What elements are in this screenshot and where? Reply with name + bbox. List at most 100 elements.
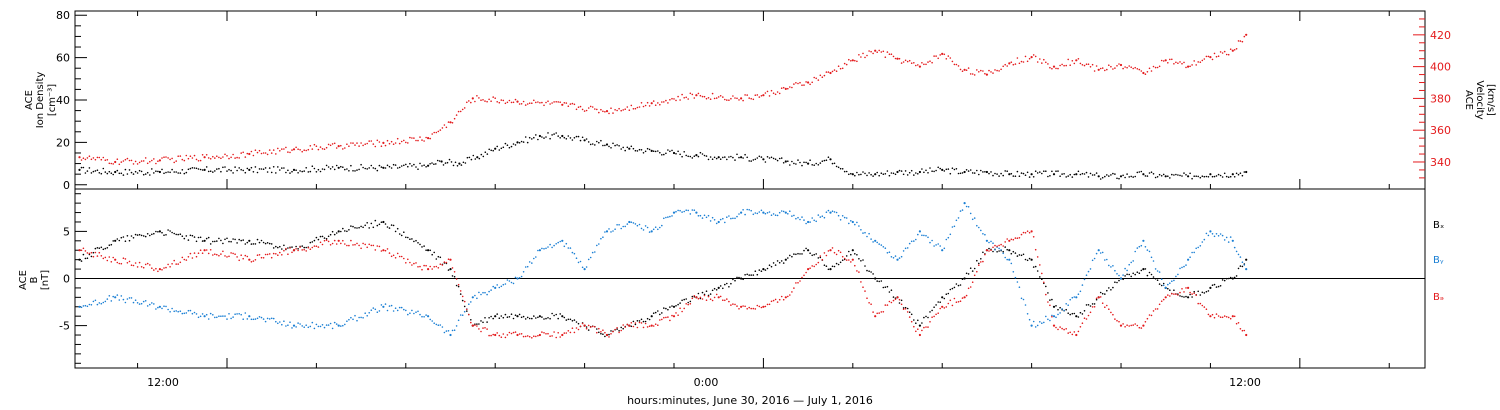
- scatter-texture: [541, 101, 543, 104]
- scatter-texture: [1134, 66, 1136, 69]
- scatter-texture: [1122, 174, 1124, 177]
- scatter-texture: [268, 149, 271, 151]
- scatter-texture: [646, 326, 649, 328]
- scatter-texture: [244, 171, 247, 174]
- scatter-texture: [1036, 172, 1039, 174]
- scatter-texture: [1207, 313, 1210, 316]
- scatter-texture: [1160, 59, 1163, 62]
- scatter-texture: [157, 160, 159, 162]
- scatter-texture: [447, 121, 450, 123]
- scatter-texture: [413, 137, 415, 139]
- scatter-texture: [216, 316, 218, 319]
- scatter-texture: [543, 137, 545, 139]
- scatter-texture: [862, 259, 864, 261]
- scatter-texture: [498, 317, 501, 320]
- scatter-texture: [447, 330, 450, 332]
- scatter-texture: [703, 293, 706, 296]
- scatter-texture: [421, 165, 423, 167]
- scatter-texture: [484, 291, 486, 294]
- scatter-texture: [106, 298, 109, 300]
- scatter-texture: [368, 167, 371, 169]
- scatter-texture: [722, 299, 724, 302]
- data-point: [896, 296, 899, 299]
- scatter-texture: [884, 56, 887, 58]
- scatter-texture: [526, 316, 529, 319]
- scatter-texture: [364, 143, 367, 145]
- data-point: [985, 73, 989, 76]
- scatter-texture: [1181, 266, 1183, 269]
- scatter-texture: [996, 69, 998, 72]
- scatter-texture: [429, 249, 432, 252]
- bottom-tick-label: 0: [63, 273, 70, 286]
- scatter-texture: [994, 172, 996, 175]
- scatter-texture: [407, 313, 409, 316]
- scatter-texture: [971, 73, 974, 75]
- scatter-texture: [1020, 233, 1023, 236]
- scatter-texture: [1136, 271, 1139, 274]
- scatter-texture: [573, 319, 576, 321]
- scatter-texture: [415, 166, 417, 168]
- data-point: [1187, 286, 1190, 289]
- scatter-texture: [1207, 234, 1210, 237]
- scatter-texture: [1148, 314, 1151, 316]
- scatter-texture: [748, 306, 750, 309]
- scatter-texture: [199, 236, 202, 239]
- scatter-texture: [882, 311, 885, 313]
- scatter-texture: [396, 137, 399, 140]
- scatter-texture: [864, 290, 866, 292]
- scatter-texture: [1112, 68, 1114, 70]
- scatter-texture: [155, 170, 157, 172]
- data-point: [762, 305, 765, 308]
- scatter-texture: [104, 159, 107, 161]
- scatter-texture: [697, 155, 700, 158]
- scatter-texture: [1095, 65, 1098, 67]
- data-point: [851, 249, 854, 252]
- scatter-texture: [819, 162, 822, 164]
- scatter-texture: [1081, 322, 1084, 325]
- scatter-texture: [1059, 175, 1061, 177]
- scatter-texture: [1124, 66, 1126, 68]
- scatter-texture: [146, 162, 149, 165]
- scatter-texture: [559, 101, 561, 103]
- scatter-texture: [307, 171, 310, 173]
- scatter-texture: [413, 240, 415, 243]
- scatter-texture: [736, 153, 738, 156]
- scatter-texture: [902, 61, 905, 63]
- scatter-texture: [671, 314, 673, 317]
- data-point: [1142, 239, 1145, 242]
- scatter-texture: [1091, 174, 1094, 176]
- scatter-texture: [1227, 316, 1230, 319]
- data-point: [1052, 324, 1056, 327]
- data-point: [114, 160, 117, 164]
- bottom-panel-marks: [78, 202, 1248, 339]
- scatter-texture: [1132, 324, 1134, 326]
- scatter-texture: [551, 335, 553, 337]
- scatter-texture: [579, 139, 582, 142]
- scatter-texture: [746, 156, 748, 159]
- scatter-texture: [537, 316, 539, 319]
- scatter-texture: [494, 97, 497, 99]
- scatter-texture: [275, 153, 277, 155]
- scatter-texture: [976, 69, 978, 71]
- scatter-texture: [405, 262, 407, 264]
- scatter-texture: [277, 254, 279, 256]
- scatter-texture: [1154, 66, 1157, 69]
- scatter-texture: [407, 165, 409, 168]
- scatter-texture: [329, 322, 332, 325]
- scatter-texture: [297, 248, 299, 250]
- scatter-texture: [98, 156, 101, 159]
- scatter-texture: [214, 157, 216, 159]
- scatter-texture: [518, 277, 521, 279]
- scatter-texture: [677, 303, 679, 306]
- scatter-texture: [939, 167, 941, 170]
- scatter-texture: [386, 226, 389, 228]
- scatter-texture: [1167, 294, 1169, 296]
- scatter-texture: [510, 332, 513, 335]
- scatter-texture: [632, 320, 635, 323]
- scatter-texture: [1173, 293, 1175, 295]
- scatter-texture: [1122, 278, 1124, 281]
- scatter-texture: [287, 151, 289, 153]
- scatter-texture: [1020, 254, 1023, 257]
- scatter-texture: [669, 99, 671, 101]
- scatter-texture: [403, 257, 405, 260]
